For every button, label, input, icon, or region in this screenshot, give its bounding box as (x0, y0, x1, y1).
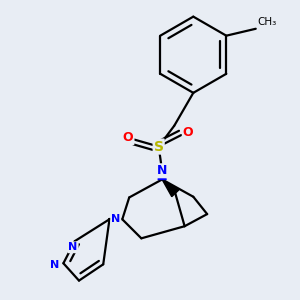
Polygon shape (162, 179, 179, 197)
Text: CH₃: CH₃ (257, 17, 277, 27)
Polygon shape (158, 171, 166, 179)
Text: N: N (111, 214, 120, 224)
Text: N: N (50, 260, 59, 270)
Text: O: O (183, 126, 194, 139)
Text: S: S (154, 140, 164, 154)
Text: N: N (68, 242, 78, 252)
Text: O: O (123, 131, 134, 144)
Text: N: N (157, 164, 167, 177)
